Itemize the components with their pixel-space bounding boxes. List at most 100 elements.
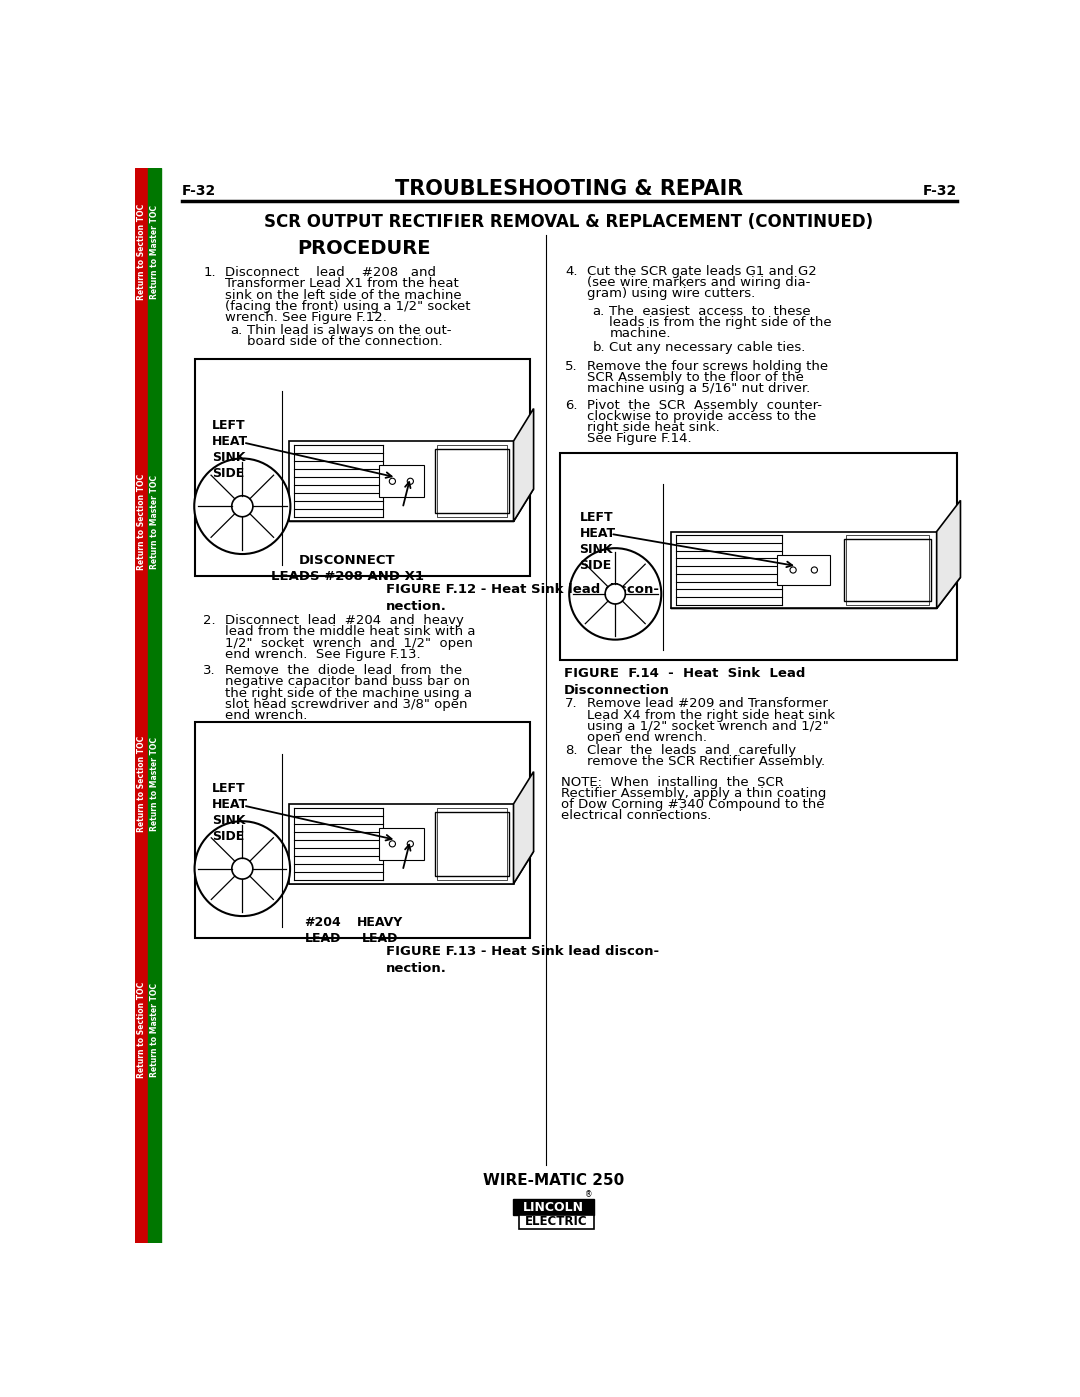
Text: Return to Section TOC: Return to Section TOC [137, 204, 146, 300]
Text: 7.: 7. [565, 697, 578, 711]
Bar [148, 168, 161, 1243]
Circle shape [232, 496, 253, 517]
Text: a.: a. [230, 324, 243, 337]
Text: 4.: 4. [565, 264, 578, 278]
Text: 1/2"  socket  wrench  and  1/2"  open: 1/2" socket wrench and 1/2" open [225, 637, 473, 650]
Polygon shape [289, 851, 534, 884]
Text: FIGURE F.12 - Heat Sink lead discon-
nection.: FIGURE F.12 - Heat Sink lead discon- nec… [387, 584, 659, 613]
Text: 3.: 3. [203, 665, 216, 678]
Text: Pivot  the  SCR  Assembly  counter-: Pivot the SCR Assembly counter- [586, 398, 822, 412]
Circle shape [194, 458, 291, 555]
Circle shape [569, 548, 661, 640]
Text: WIRE-MATIC 250: WIRE-MATIC 250 [483, 1172, 624, 1187]
Text: Cut the SCR gate leads G1 and G2: Cut the SCR gate leads G1 and G2 [586, 264, 816, 278]
Text: (facing the front) using a 1/2" socket: (facing the front) using a 1/2" socket [225, 300, 471, 313]
Text: SCR OUTPUT RECTIFIER REMOVAL & REPLACEMENT (CONTINUED): SCR OUTPUT RECTIFIER REMOVAL & REPLACEME… [265, 212, 874, 231]
Polygon shape [513, 771, 534, 884]
Bar [778, 555, 831, 585]
Text: PROCEDURE: PROCEDURE [297, 239, 430, 258]
Bar [379, 828, 423, 859]
Circle shape [811, 567, 818, 573]
Circle shape [232, 858, 253, 879]
Bar [559, 453, 957, 661]
Circle shape [407, 478, 414, 485]
Bar [289, 803, 513, 884]
Bar [513, 1200, 594, 1215]
Text: of Dow Corning #340 Compound to the: of Dow Corning #340 Compound to the [562, 798, 825, 812]
Bar [435, 812, 509, 876]
Bar [519, 1215, 594, 1229]
Text: machine using a 5/16" nut driver.: machine using a 5/16" nut driver. [586, 383, 810, 395]
Text: electrical connections.: electrical connections. [562, 809, 712, 823]
Text: FIGURE  F.14  -  Heat  Sink  Lead
Disconnection: FIGURE F.14 - Heat Sink Lead Disconnecti… [564, 666, 805, 697]
Text: The  easiest  access  to  these: The easiest access to these [609, 305, 811, 317]
Text: Clear  the  leads  and  carefully: Clear the leads and carefully [586, 743, 796, 757]
Text: F-32: F-32 [922, 184, 957, 198]
Bar [379, 465, 423, 497]
Text: Transformer Lead X1 from the heat: Transformer Lead X1 from the heat [225, 278, 459, 291]
Bar [195, 722, 530, 937]
Text: Return to Section TOC: Return to Section TOC [137, 735, 146, 831]
Text: NOTE:  When  installing  the  SCR: NOTE: When installing the SCR [562, 775, 784, 789]
Text: #204
LEAD: #204 LEAD [305, 916, 341, 946]
Text: Lead X4 from the right side heat sink: Lead X4 from the right side heat sink [586, 708, 835, 722]
Bar [135, 168, 148, 1243]
Bar [289, 441, 513, 521]
Text: the right side of the machine using a: the right side of the machine using a [225, 686, 472, 700]
Text: Return to Master TOC: Return to Master TOC [150, 983, 159, 1077]
Text: Remove lead #209 and Transformer: Remove lead #209 and Transformer [586, 697, 827, 711]
Text: SCR Assembly to the floor of the: SCR Assembly to the floor of the [586, 372, 804, 384]
Text: 1.: 1. [203, 267, 216, 279]
Polygon shape [289, 489, 534, 521]
Bar [437, 807, 507, 880]
Text: Thin lead is always on the out-: Thin lead is always on the out- [247, 324, 451, 337]
Text: FIGURE F.13 - Heat Sink lead discon-
nection.: FIGURE F.13 - Heat Sink lead discon- nec… [387, 946, 659, 975]
Text: sink on the left side of the machine: sink on the left side of the machine [225, 289, 461, 302]
Circle shape [194, 821, 291, 916]
Polygon shape [671, 577, 960, 609]
Text: F-32: F-32 [181, 184, 216, 198]
Text: Rectifier Assembly, apply a thin coating: Rectifier Assembly, apply a thin coating [562, 787, 826, 800]
Circle shape [389, 478, 395, 485]
Text: leads is from the right side of the: leads is from the right side of the [609, 316, 832, 328]
Text: Return to Section TOC: Return to Section TOC [137, 982, 146, 1078]
Text: LEFT
HEAT
SINK
SIDE: LEFT HEAT SINK SIDE [580, 511, 616, 571]
Bar [843, 539, 931, 601]
Text: b.: b. [592, 341, 605, 353]
Text: LEFT
HEAT
SINK
SIDE: LEFT HEAT SINK SIDE [212, 782, 248, 844]
Text: LEFT
HEAT
SINK
SIDE: LEFT HEAT SINK SIDE [212, 419, 248, 481]
Text: remove the SCR Rectifier Assembly.: remove the SCR Rectifier Assembly. [586, 754, 825, 768]
Text: board side of the connection.: board side of the connection. [247, 335, 443, 348]
Text: 5.: 5. [565, 360, 578, 373]
Text: HEAVY
LEAD: HEAVY LEAD [356, 916, 403, 946]
Text: machine.: machine. [609, 327, 671, 339]
Circle shape [407, 841, 414, 847]
Text: 8.: 8. [565, 743, 578, 757]
Circle shape [789, 567, 796, 573]
Text: Disconnect    lead    #208   and: Disconnect lead #208 and [225, 267, 436, 279]
Text: (see wire markers and wiring dia-: (see wire markers and wiring dia- [586, 275, 810, 289]
Text: LINCOLN: LINCOLN [523, 1200, 584, 1214]
Text: ®: ® [585, 1190, 593, 1200]
Bar [846, 535, 929, 605]
Text: Return to Master TOC: Return to Master TOC [150, 475, 159, 569]
Text: using a 1/2" socket wrench and 1/2": using a 1/2" socket wrench and 1/2" [586, 719, 828, 733]
Text: lead from the middle heat sink with a: lead from the middle heat sink with a [225, 626, 475, 638]
Text: wrench. See Figure F.12.: wrench. See Figure F.12. [225, 312, 387, 324]
Text: right side heat sink.: right side heat sink. [586, 420, 719, 434]
Bar [195, 359, 530, 576]
Text: end wrench.  See Figure F.13.: end wrench. See Figure F.13. [225, 648, 420, 661]
Text: ELECTRIC: ELECTRIC [525, 1215, 588, 1228]
Circle shape [605, 584, 625, 604]
Text: open end wrench.: open end wrench. [586, 731, 706, 743]
Text: negative capacitor band buss bar on: negative capacitor band buss bar on [225, 676, 470, 689]
Text: Remove  the  diode  lead  from  the: Remove the diode lead from the [225, 665, 462, 678]
Text: TROUBLESHOOTING & REPAIR: TROUBLESHOOTING & REPAIR [395, 179, 743, 200]
Text: Remove the four screws holding the: Remove the four screws holding the [586, 360, 828, 373]
Text: See Figure F.14.: See Figure F.14. [586, 432, 691, 446]
Bar [437, 446, 507, 517]
Bar [671, 531, 936, 609]
Text: slot head screwdriver and 3/8" open: slot head screwdriver and 3/8" open [225, 697, 468, 711]
Text: a.: a. [592, 305, 605, 317]
Text: clockwise to provide access to the: clockwise to provide access to the [586, 409, 816, 423]
